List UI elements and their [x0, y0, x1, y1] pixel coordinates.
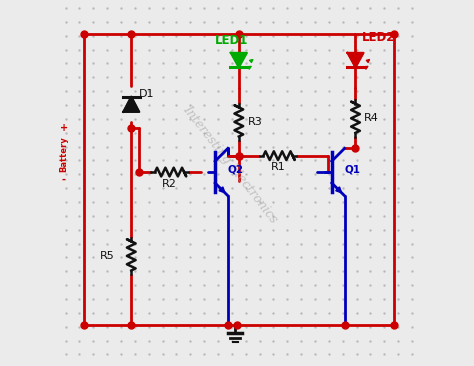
Text: R4: R4	[364, 113, 378, 123]
Text: Q2: Q2	[228, 164, 244, 174]
Text: LED2: LED2	[362, 31, 395, 44]
Text: +: +	[60, 123, 68, 133]
Text: -: -	[62, 174, 66, 184]
Text: R5: R5	[100, 251, 115, 261]
Text: R2: R2	[162, 179, 177, 188]
Polygon shape	[123, 97, 139, 112]
Text: Q1: Q1	[345, 164, 361, 174]
Polygon shape	[231, 53, 247, 67]
Text: Battery: Battery	[59, 136, 68, 172]
Text: R3: R3	[248, 117, 263, 127]
Text: Interesting Electronics: Interesting Electronics	[180, 104, 280, 226]
Polygon shape	[347, 53, 364, 67]
Text: LED1: LED1	[215, 34, 248, 48]
Text: D1: D1	[138, 89, 154, 99]
Text: R1: R1	[271, 161, 285, 172]
